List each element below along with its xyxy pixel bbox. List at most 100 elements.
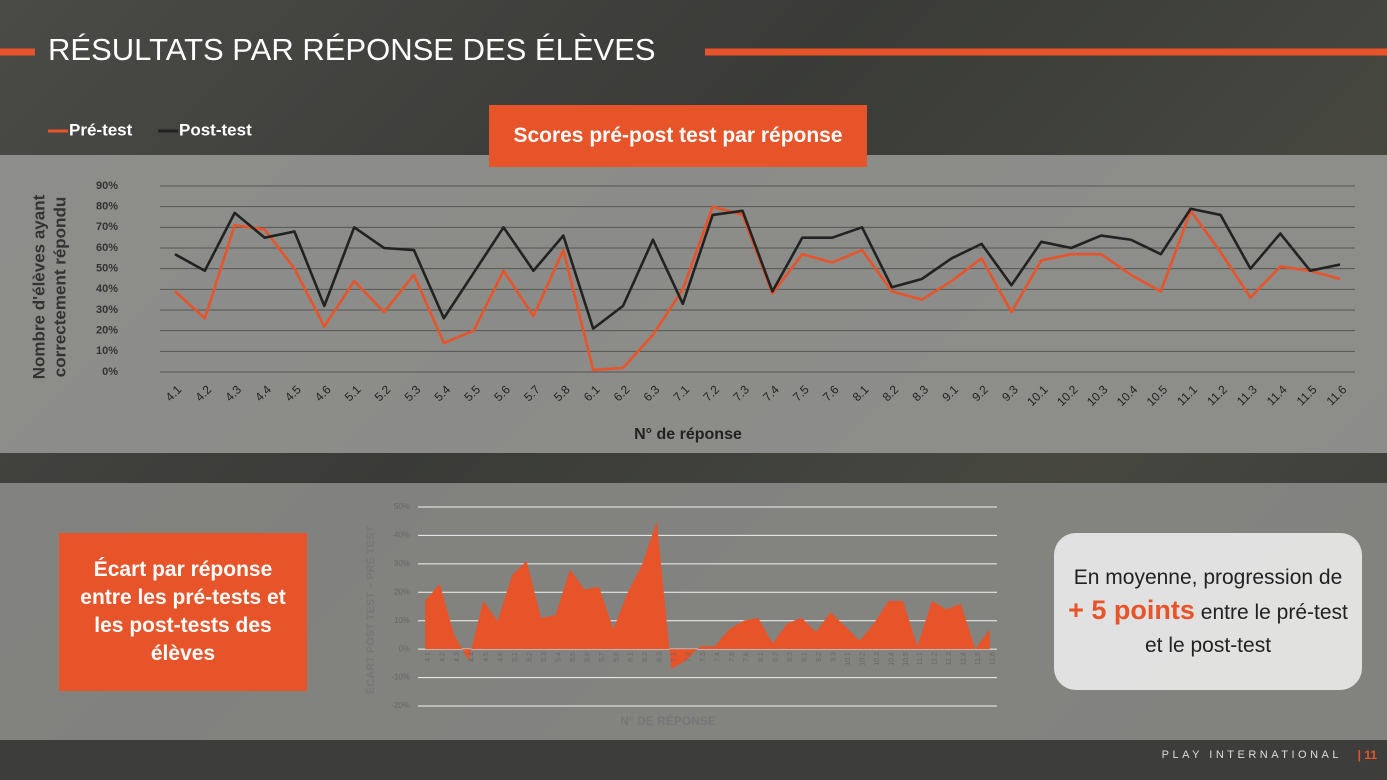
y-tick-label: 30% bbox=[394, 559, 410, 568]
y-tick-label: 90% bbox=[96, 180, 118, 192]
x-tick-label: 4.3 bbox=[222, 382, 244, 404]
x-tick-label: 7.1 bbox=[671, 652, 678, 662]
x-tick-label: 11.2 bbox=[1204, 382, 1230, 408]
x-tick-label: 10.3 bbox=[874, 652, 881, 666]
x-axis-title: N° de réponse bbox=[634, 426, 742, 443]
x-tick-label: 5.5 bbox=[461, 382, 483, 404]
x-tick-label: 5.1 bbox=[512, 652, 519, 662]
x-tick-label: 8.1 bbox=[850, 382, 872, 404]
x-tick-label: 11.1 bbox=[917, 652, 924, 665]
x-tick-label: 4.5 bbox=[282, 382, 304, 404]
callout-text: En moyenne, progression de bbox=[1073, 566, 1343, 589]
legend-label: Post-test bbox=[179, 120, 252, 139]
x-tick-label: 5.2 bbox=[372, 382, 394, 404]
x-tick-label: 6.1 bbox=[581, 382, 603, 404]
x-tick-label: 4.6 bbox=[312, 382, 334, 404]
y-tick-label: 10% bbox=[96, 345, 118, 357]
callout-highlight: + 5 points bbox=[1068, 595, 1195, 625]
y-tick-label: 50% bbox=[394, 502, 410, 511]
x-axis-title: N° DE RÉPONSE bbox=[620, 713, 715, 728]
x-tick-label: 11.1 bbox=[1174, 382, 1200, 408]
y-axis-title: ÉCART POST TEST – PRÉ TEST bbox=[364, 526, 377, 694]
x-tick-label: 8.2 bbox=[880, 382, 902, 404]
x-tick-label: 7.6 bbox=[744, 652, 751, 662]
x-tick-label: 6.2 bbox=[611, 382, 633, 404]
x-tick-label: 4.1 bbox=[425, 652, 432, 662]
x-tick-label: 5.2 bbox=[526, 652, 533, 662]
data-line bbox=[174, 205, 1341, 372]
x-tick-label: 7.2 bbox=[686, 652, 693, 662]
x-tick-label: 7.3 bbox=[730, 382, 752, 404]
x-tick-label: 9.2 bbox=[816, 652, 823, 662]
x-tick-label: 11.5 bbox=[975, 652, 982, 665]
x-tick-label: 10.5 bbox=[903, 652, 910, 666]
x-tick-label: 10.4 bbox=[1114, 382, 1141, 409]
x-tick-label: 5.7 bbox=[521, 382, 543, 404]
x-tick-label: 5.3 bbox=[402, 382, 424, 404]
x-tick-label: 9.2 bbox=[969, 382, 991, 404]
x-tick-label: 10.1 bbox=[845, 652, 852, 666]
x-tick-label: 7.4 bbox=[715, 652, 722, 662]
chart-panel bbox=[0, 155, 1387, 453]
y-tick-label: 0% bbox=[398, 644, 410, 653]
callout: En moyenne, progression de + 5 points en… bbox=[1054, 533, 1362, 690]
x-tick-label: 6.1 bbox=[628, 652, 635, 662]
x-tick-label: 11.4 bbox=[961, 652, 968, 665]
x-tick-label: 7.2 bbox=[700, 382, 722, 404]
x-tick-label: 10.2 bbox=[1054, 382, 1081, 409]
callout-text: En moyenne, progression de + 5 points en… bbox=[1068, 561, 1348, 662]
y-tick-label: 30% bbox=[96, 304, 118, 316]
x-tick-label: 11.3 bbox=[1234, 382, 1260, 408]
legend-label: Pré-test bbox=[69, 120, 133, 139]
x-tick-label: 9.1 bbox=[801, 652, 808, 662]
x-tick-label: 7.6 bbox=[820, 382, 842, 404]
x-tick-label: 8.3 bbox=[787, 652, 794, 662]
x-tick-label: 7.4 bbox=[760, 382, 782, 404]
x-tick-label: 5.8 bbox=[551, 382, 573, 404]
y-tick-label: -20% bbox=[391, 701, 410, 710]
x-tick-label: 9.3 bbox=[999, 382, 1021, 404]
y-tick-label: 20% bbox=[394, 587, 410, 596]
x-tick-label: 11.6 bbox=[1324, 382, 1350, 408]
y-axis-title: correctement répondu bbox=[50, 197, 69, 377]
x-tick-label: 4.2 bbox=[192, 382, 214, 404]
x-tick-label: 5.7 bbox=[599, 652, 606, 662]
footer bbox=[0, 740, 1387, 780]
slide-title: RÉSULTATS PAR RÉPONSE DES ÉLÈVES bbox=[48, 32, 656, 67]
x-tick-label: 8.3 bbox=[909, 382, 931, 404]
x-tick-label: 7.5 bbox=[790, 382, 812, 404]
x-tick-label: 5.1 bbox=[342, 382, 364, 404]
x-tick-label: 5.8 bbox=[613, 652, 620, 662]
x-tick-label: 10.2 bbox=[859, 652, 866, 666]
x-tick-label: 11.3 bbox=[946, 652, 953, 665]
x-tick-label: 11.2 bbox=[932, 652, 939, 665]
footer-brand: PLAY INTERNATIONAL bbox=[1161, 749, 1342, 761]
x-tick-label: 4.3 bbox=[454, 652, 461, 662]
x-tick-label: 9.3 bbox=[830, 652, 837, 662]
x-tick-label: 10.3 bbox=[1084, 382, 1111, 409]
x-tick-label: 10.1 bbox=[1024, 382, 1051, 409]
y-tick-label: 40% bbox=[96, 283, 118, 295]
callout: Écart par réponse entre les pré-tests et… bbox=[59, 533, 307, 691]
x-tick-label: 7.1 bbox=[670, 382, 692, 404]
data-line bbox=[174, 207, 1341, 330]
x-tick-label: 6.2 bbox=[642, 652, 649, 662]
x-tick-label: 4.6 bbox=[497, 652, 504, 662]
y-tick-label: 20% bbox=[96, 325, 118, 337]
x-tick-label: 5.5 bbox=[570, 652, 577, 662]
y-tick-label: 10% bbox=[394, 616, 410, 625]
x-tick-label: 11.6 bbox=[990, 652, 997, 665]
x-tick-label: 9.1 bbox=[939, 382, 961, 404]
y-tick-label: -10% bbox=[391, 673, 410, 682]
x-tick-label: 7.5 bbox=[729, 652, 736, 662]
x-tick-label: 5.4 bbox=[431, 382, 453, 404]
y-axis-title: Nombre d'élèves ayant bbox=[29, 194, 48, 379]
page-number: 11 bbox=[1364, 748, 1377, 762]
page-number: | 11 bbox=[1357, 748, 1377, 762]
x-tick-label: 7.3 bbox=[700, 652, 707, 662]
x-tick-label: 8.2 bbox=[772, 652, 779, 662]
chart-title: Scores pré-post test par réponse bbox=[489, 105, 867, 167]
y-tick-label: 70% bbox=[96, 221, 118, 233]
